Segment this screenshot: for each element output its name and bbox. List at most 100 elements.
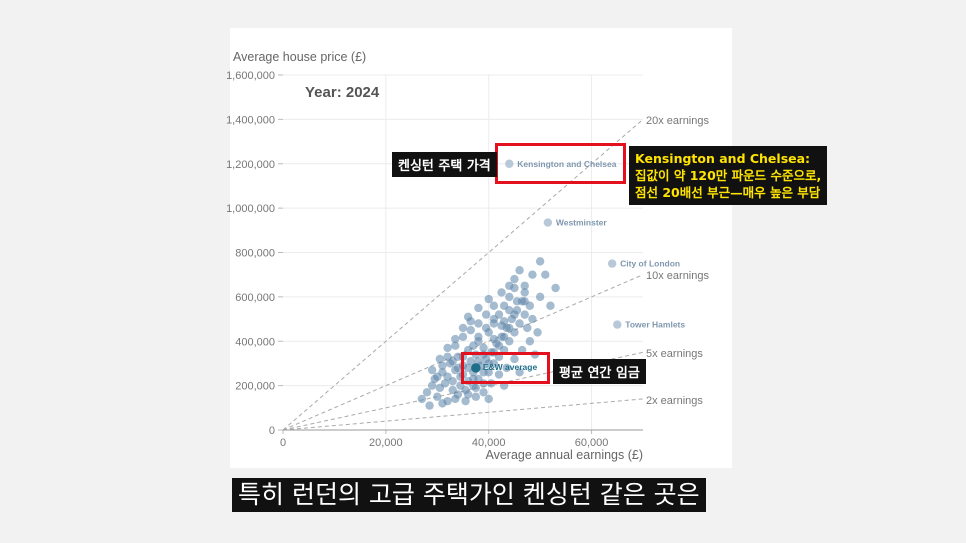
data-point xyxy=(535,292,545,302)
x-tick-label: 40,000 xyxy=(472,437,506,449)
data-point xyxy=(458,332,468,342)
x-tick-label: 60,000 xyxy=(575,437,609,449)
axes: 0 200,000 400,000 600,000 800,000 1,000,000 1,… xyxy=(226,70,643,449)
kensington-highlight-box xyxy=(495,143,626,184)
data-point xyxy=(453,363,463,373)
data-point-highlight xyxy=(471,363,481,373)
data-point xyxy=(489,314,499,324)
data-point xyxy=(523,323,532,333)
data-point xyxy=(528,270,537,279)
data-point xyxy=(458,323,468,333)
data-point xyxy=(461,396,470,406)
average-wage-tag: 평균 연간 임금 xyxy=(553,359,646,384)
data-point xyxy=(520,281,529,290)
data-point xyxy=(438,361,447,370)
data-point xyxy=(481,310,491,319)
data-point-labeled xyxy=(607,259,617,268)
reference-line-label: 2x earnings xyxy=(646,395,703,407)
data-point-labeled xyxy=(543,218,553,227)
data-point xyxy=(438,399,447,408)
data-point xyxy=(520,297,529,306)
data-point xyxy=(443,352,452,361)
data-point xyxy=(499,317,509,326)
data-point xyxy=(463,390,473,399)
data-point xyxy=(499,332,509,342)
data-point xyxy=(474,303,483,313)
data-point xyxy=(494,341,504,350)
data-point xyxy=(469,341,478,350)
kensington-callout-line1: 집값이 약 120만 파운드 수준으로, xyxy=(635,168,822,183)
y-tick-label: 1,000,000 xyxy=(226,203,275,215)
reference-line xyxy=(282,398,644,431)
data-point xyxy=(448,376,457,386)
data-point xyxy=(489,334,499,344)
kensington-price-tag: 켄싱턴 주택 가격 xyxy=(392,152,497,177)
data-point xyxy=(466,317,475,326)
data-point xyxy=(479,343,488,353)
y-tick-label: 1,200,000 xyxy=(226,159,275,171)
y-tick-label: 1,400,000 xyxy=(226,114,275,126)
points-layer xyxy=(417,159,622,410)
kensington-callout-line2: 점선 20배선 부근—매우 높은 부담 xyxy=(635,185,821,200)
data-point-label: Kensington and Chelsea xyxy=(517,159,616,169)
average-highlight-box xyxy=(461,352,550,384)
data-point xyxy=(512,297,522,306)
data-point xyxy=(515,368,524,377)
data-point xyxy=(451,334,460,344)
data-point xyxy=(463,363,473,373)
data-point xyxy=(505,281,514,290)
data-point xyxy=(484,394,493,404)
data-point-labeled xyxy=(613,320,622,329)
data-point xyxy=(510,274,519,284)
data-point xyxy=(484,294,493,304)
data-point xyxy=(535,257,545,266)
data-point-label: Westminster xyxy=(556,218,608,228)
data-point xyxy=(466,357,475,366)
point-labels: Kensington and Chelsea Westminster City of… xyxy=(483,159,686,372)
data-point xyxy=(484,359,493,368)
y-tick-label: 600,000 xyxy=(235,292,275,304)
data-point xyxy=(515,319,524,328)
data-point xyxy=(451,394,460,404)
y-axis-label: Average house price (£) xyxy=(233,50,366,64)
data-point xyxy=(546,301,555,310)
data-point-label: E&W average xyxy=(483,362,538,372)
data-point xyxy=(433,372,442,381)
reference-line-label: 10x earnings xyxy=(646,270,709,282)
data-point xyxy=(474,332,483,342)
data-point xyxy=(466,325,475,335)
y-tick-label: 200,000 xyxy=(235,381,275,393)
data-point xyxy=(510,354,519,364)
data-point xyxy=(425,401,434,410)
data-point xyxy=(520,310,529,319)
data-point-labeled xyxy=(505,159,514,168)
video-subtitle: 특히 런던의 고급 주택가인 켄싱턴 같은 곳은 xyxy=(232,478,706,512)
data-point xyxy=(451,341,460,350)
data-point xyxy=(479,388,488,397)
data-point xyxy=(440,379,450,388)
data-point xyxy=(471,383,481,393)
data-point xyxy=(494,370,504,379)
data-point xyxy=(474,319,483,328)
x-tick-label: 0 xyxy=(280,437,286,449)
data-point xyxy=(479,368,488,377)
reference-line-label: 20x earnings xyxy=(646,115,709,127)
data-point xyxy=(497,288,506,297)
data-point xyxy=(505,323,514,333)
data-point xyxy=(551,283,560,293)
data-point xyxy=(433,392,442,401)
y-tick-label: 0 xyxy=(269,425,275,437)
data-point xyxy=(427,365,437,375)
reference-line xyxy=(282,118,644,431)
kensington-callout: Kensington and Chelsea: 집값이 약 120만 파운드 수… xyxy=(629,146,828,205)
chart-title: Year: 2024 xyxy=(305,84,380,101)
data-point xyxy=(510,310,519,319)
data-point xyxy=(505,292,514,302)
y-tick-label: 1,600,000 xyxy=(226,70,275,82)
reference-line-label: 5x earnings xyxy=(646,348,703,360)
data-point-label: Tower Hamlets xyxy=(625,320,685,330)
data-point xyxy=(541,270,550,279)
x-tick-label: 20,000 xyxy=(369,437,403,449)
data-point xyxy=(520,288,529,297)
